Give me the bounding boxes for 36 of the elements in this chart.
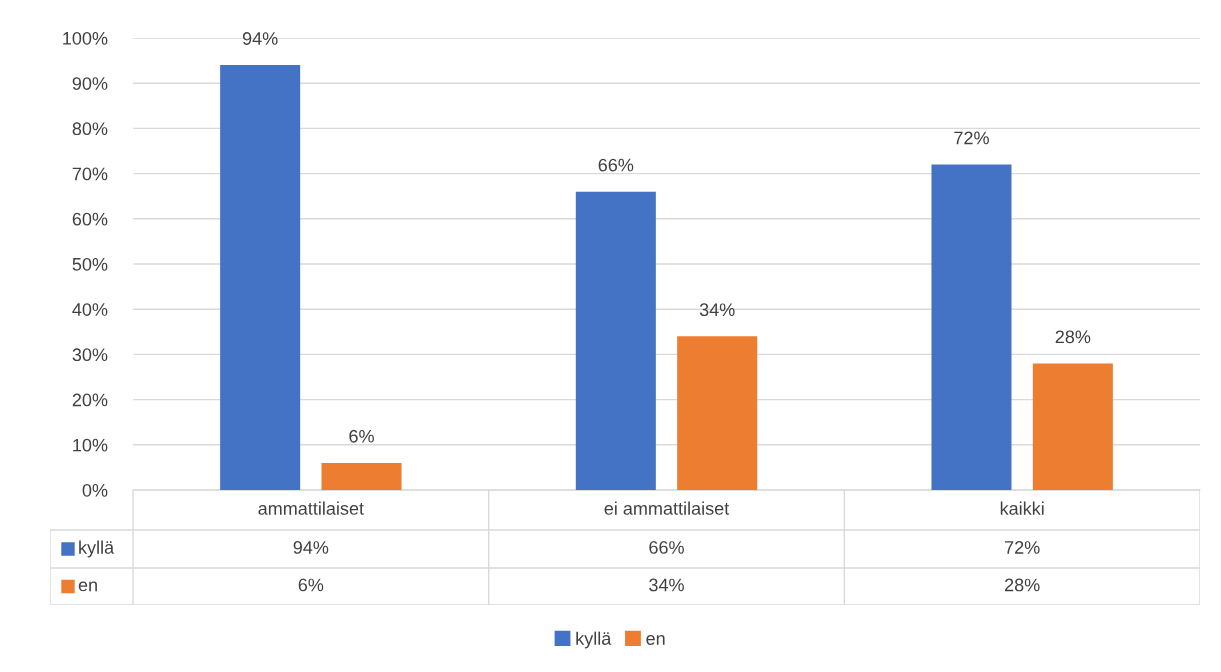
bar xyxy=(677,336,758,490)
text: 34% xyxy=(699,303,735,317)
data-label: 94% xyxy=(293,541,329,554)
text: 28% xyxy=(1055,330,1091,344)
text: 6% xyxy=(349,429,374,443)
data-label: 28% xyxy=(1005,578,1040,592)
data-label: 72% xyxy=(1005,541,1040,554)
data-label: 6% xyxy=(298,578,324,592)
y-tick-label: 60% xyxy=(72,212,108,226)
text: 72% xyxy=(954,131,989,145)
y-tick-label: 0% xyxy=(82,483,108,497)
data-label: 34% xyxy=(649,578,684,592)
x-tick-label: kaikki xyxy=(1000,501,1044,515)
x-tick-label: ei ammattilaiset xyxy=(604,501,730,515)
y-tick-label: 80% xyxy=(72,122,108,136)
legend-label: kyllä xyxy=(79,540,115,558)
y-tick-label: 70% xyxy=(72,167,108,181)
y-tick-label: 10% xyxy=(73,438,108,452)
y-tick-label: 30% xyxy=(72,348,108,362)
bar xyxy=(321,462,402,490)
bar xyxy=(575,191,656,490)
y-tick-label: 50% xyxy=(72,257,108,271)
y-tick-label: 90% xyxy=(72,77,108,90)
y-tick-label: 20% xyxy=(72,393,108,407)
bar xyxy=(220,65,301,490)
text: 66% xyxy=(598,158,634,172)
y-tick-label: 100% xyxy=(63,31,108,45)
text: kyllä xyxy=(576,631,612,649)
text: 94% xyxy=(242,32,278,45)
x-tick-label: ammattilaiset xyxy=(258,501,364,515)
y-tick-label: 40% xyxy=(72,303,108,316)
legend-label: en xyxy=(646,635,665,645)
data-label: 66% xyxy=(649,541,684,554)
bar xyxy=(931,164,1012,490)
text: en xyxy=(78,581,97,592)
bar xyxy=(1032,363,1113,490)
